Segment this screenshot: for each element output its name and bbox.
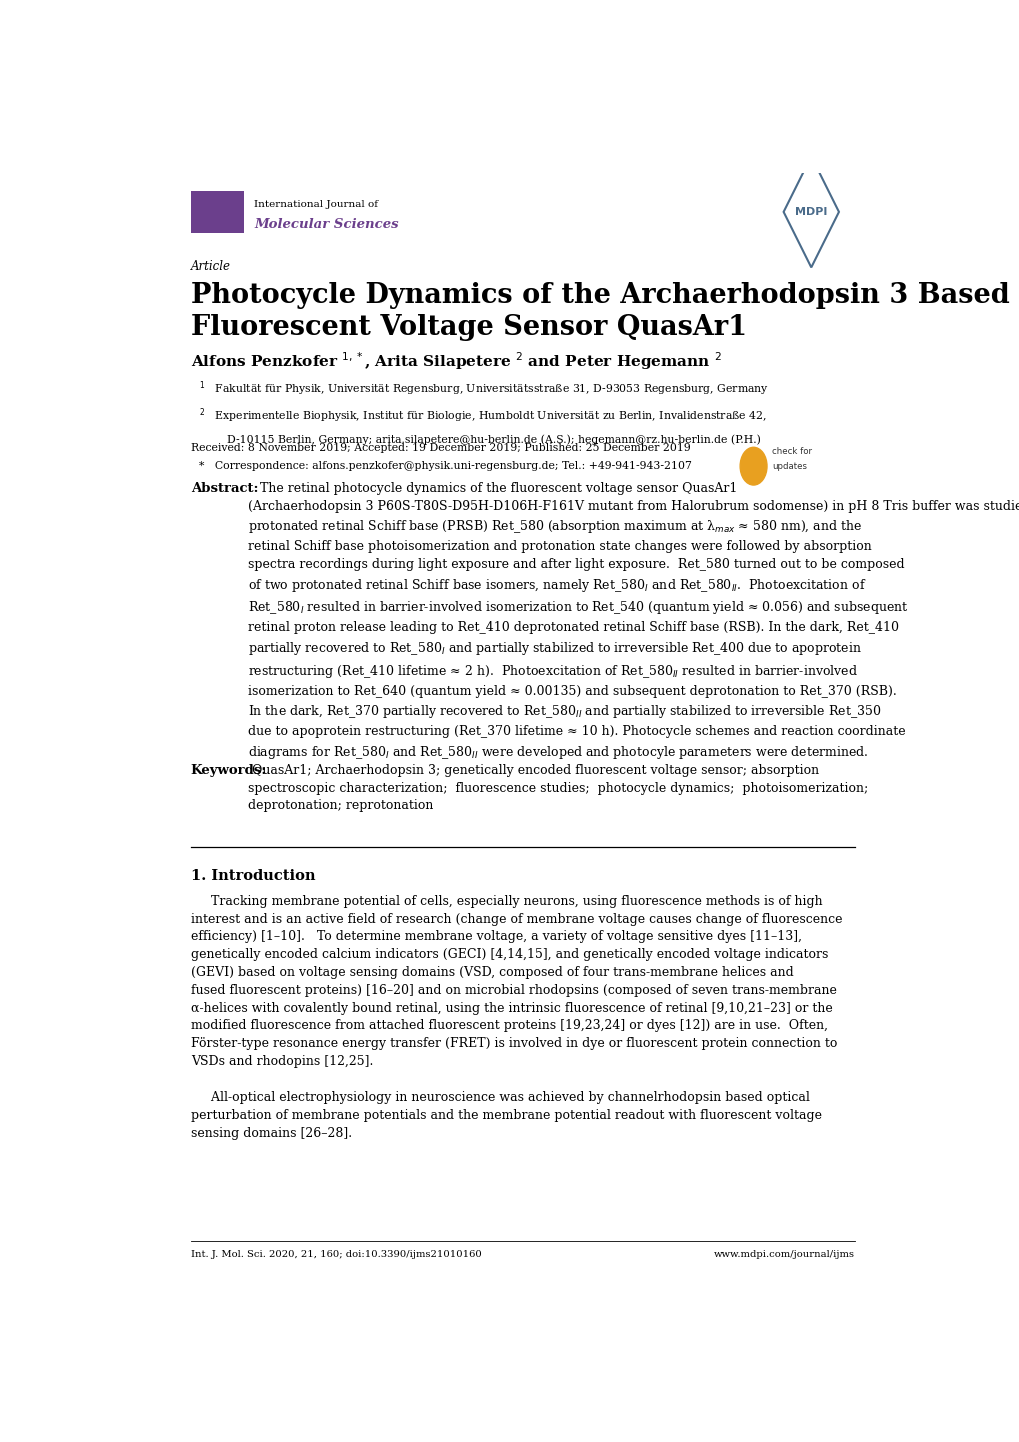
Text: Keywords:: Keywords:	[191, 764, 267, 777]
Text: updates: updates	[771, 461, 807, 470]
Text: International Journal of: International Journal of	[254, 200, 378, 209]
Text: Received: 8 November 2019; Accepted: 19 December 2019; Published: 25 December 20: Received: 8 November 2019; Accepted: 19 …	[191, 443, 690, 453]
Text: *   Correspondence: alfons.penzkofer@physik.uni-regensburg.de; Tel.: +49-941-943: * Correspondence: alfons.penzkofer@physi…	[199, 461, 691, 472]
Text: ✓: ✓	[748, 460, 758, 473]
Text: Int. J. Mol. Sci. 2020, 21, 160; doi:10.3390/ijms21010160: Int. J. Mol. Sci. 2020, 21, 160; doi:10.…	[191, 1250, 481, 1259]
Text: 1. Introduction: 1. Introduction	[191, 870, 315, 883]
Text: All-optical electrophysiology in neuroscience was achieved by channelrhodopsin b: All-optical electrophysiology in neurosc…	[191, 1092, 821, 1139]
Text: Molecular Sciences: Molecular Sciences	[254, 218, 398, 231]
Circle shape	[740, 447, 766, 485]
Text: Article: Article	[191, 260, 230, 273]
FancyBboxPatch shape	[191, 190, 245, 234]
Text: QuasAr1; Archaerhodopsin 3; genetically encoded fluorescent voltage sensor; abso: QuasAr1; Archaerhodopsin 3; genetically …	[248, 764, 867, 812]
Text: The retinal photocycle dynamics of the fluorescent voltage sensor QuasAr1
(Archa: The retinal photocycle dynamics of the f…	[248, 482, 1019, 761]
Text: MDPI: MDPI	[795, 206, 826, 216]
Text: $^{1}$   Fakultät für Physik, Universität Regensburg, Universitätsstraße 31, D-9: $^{1}$ Fakultät für Physik, Universität …	[199, 379, 768, 398]
Text: check for: check for	[771, 447, 811, 456]
Text: $^{2}$   Experimentelle Biophysik, Institut für Biologie, Humboldt Universität z: $^{2}$ Experimentelle Biophysik, Institu…	[199, 407, 766, 425]
Text: Abstract:: Abstract:	[191, 482, 258, 495]
Text: D-10115 Berlin, Germany; arita.silapetere@hu-berlin.de (A.S.); hegemann@rz.hu-be: D-10115 Berlin, Germany; arita.silapeter…	[199, 434, 760, 444]
Text: Alfons Penzkofer $^{1,*}$, Arita Silapetere $^{2}$ and Peter Hegemann $^{2}$: Alfons Penzkofer $^{1,*}$, Arita Silapet…	[191, 350, 721, 372]
Text: Tracking membrane potential of cells, especially neurons, using fluorescence met: Tracking membrane potential of cells, es…	[191, 894, 842, 1069]
Text: Photocycle Dynamics of the Archaerhodopsin 3 Based
Fluorescent Voltage Sensor Qu: Photocycle Dynamics of the Archaerhodops…	[191, 281, 1009, 342]
Text: www.mdpi.com/journal/ijms: www.mdpi.com/journal/ijms	[713, 1250, 854, 1259]
